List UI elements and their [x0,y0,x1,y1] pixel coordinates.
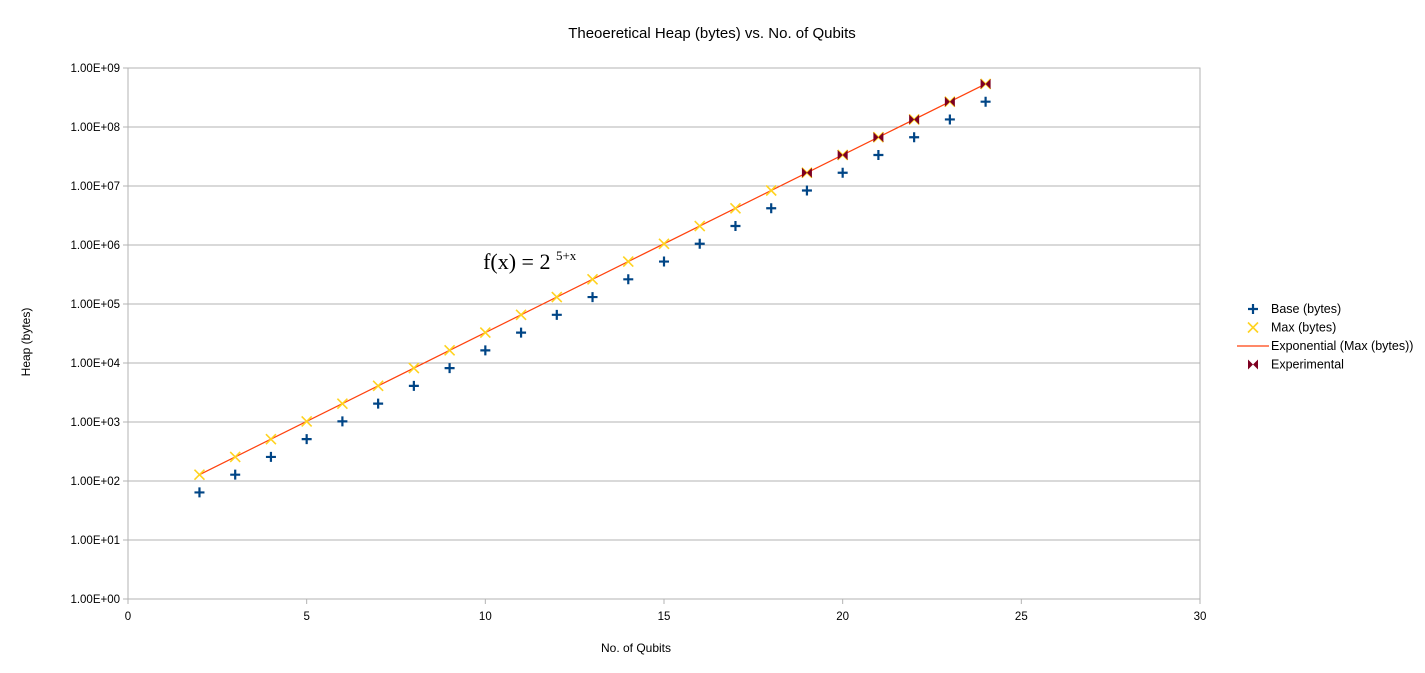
legend-label: Base (bytes) [1271,302,1341,316]
y-tick-label: 1.00E+05 [70,299,120,311]
data-point-plus [337,416,348,427]
data-point-plus [837,167,848,178]
data-point-plus [408,380,419,391]
legend-label: Experimental [1271,358,1344,372]
data-point-x [729,202,742,214]
series-plus [194,96,991,498]
data-point-plus [587,292,598,303]
x-tick-label: 25 [1015,611,1028,623]
data-point-x [408,362,420,374]
legend-item: Exponential (Max (bytes)) [1237,339,1413,353]
data-point-plus [659,256,669,267]
y-axis-ticks: 1.00E+00 1.00E+01 1.00E+02 1.00E+03 1.00E+04… [70,63,128,606]
data-point-bowtie [944,96,955,107]
y-tick-label: 1.00E+04 [70,358,120,370]
data-point-bowtie [909,114,920,125]
legend-swatch [1247,321,1259,334]
y-tick-label: 1.00E+03 [70,417,120,429]
data-point-plus [873,149,884,160]
series-layer [193,78,992,498]
data-point-plus [194,487,205,498]
data-point-plus [766,203,777,214]
series-x [193,78,992,481]
data-point-x [694,220,706,232]
y-tick-label: 1.00E+08 [70,122,120,134]
series-bowtie [801,78,991,178]
y-tick-label: 1.00E+02 [70,476,120,488]
data-point-plus [909,132,920,143]
data-point-plus [265,451,276,462]
data-point-bowtie [873,132,884,143]
data-point-plus [801,185,812,196]
data-point-x [658,238,670,250]
data-point-bowtie [837,149,848,160]
data-point-plus [551,309,562,320]
x-tick-label: 20 [836,611,849,623]
data-point-x [229,451,241,463]
data-point-plus [230,469,241,480]
y-axis-label: Heap (bytes) [19,308,33,377]
data-point-plus [480,345,491,356]
data-point-plus [944,114,955,125]
formula-annotation: f(x) = 2 5+x [483,248,577,274]
data-point-plus [694,238,705,249]
x-tick-label: 10 [479,611,492,623]
legend-item: Experimental [1248,358,1344,372]
data-point-bowtie [801,167,812,178]
data-point-plus [623,274,634,285]
legend-item: Max (bytes) [1247,321,1336,335]
data-point-x [622,255,634,268]
x-tick-label: 0 [125,611,131,623]
y-tick-label: 1.00E+01 [70,535,120,547]
legend-label: Max (bytes) [1271,321,1336,335]
data-point-x [515,309,527,321]
y-tick-label: 1.00E+07 [70,181,120,193]
data-point-x [765,184,777,197]
data-point-x [372,380,384,392]
legend-swatch [1248,359,1258,370]
data-point-x [444,344,456,356]
data-point-x [551,291,563,303]
data-point-plus [516,327,527,338]
x-tick-label: 30 [1194,611,1207,623]
data-point-plus [301,434,312,445]
data-point-plus [373,398,384,409]
chart-title: Theoeretical Heap (bytes) vs. No. of Qub… [568,25,856,42]
y-tick-label: 1.00E+06 [70,240,120,252]
plot-area-frame [127,67,1201,600]
data-point-x [193,469,206,481]
legend-label: Exponential (Max (bytes)) [1271,339,1413,353]
data-point-x [586,273,599,285]
data-point-plus [730,221,741,232]
formula-exponent: 5+x [556,248,577,263]
data-point-plus [980,96,991,107]
y-tick-label: 1.00E+00 [70,594,120,606]
x-tick-label: 5 [303,611,309,623]
x-axis-ticks: 0 5 10 15 20 25 30 [125,599,1207,623]
legend-item: Base (bytes) [1248,302,1341,316]
data-point-x [336,398,348,410]
legend: Base (bytes) Max (bytes) Exponential (Max … [1237,302,1413,372]
data-point-x [479,327,491,339]
data-point-bowtie [980,78,991,89]
x-tick-label: 15 [658,611,671,623]
x-axis-label: No. of Qubits [601,641,671,655]
legend-swatch [1248,304,1258,314]
y-tick-label: 1.00E+09 [70,63,120,75]
data-point-plus [444,363,455,374]
data-point-x [265,433,277,445]
data-point-x [301,415,313,427]
formula-base: f(x) = 2 [483,249,550,274]
gridlines [128,67,1200,600]
